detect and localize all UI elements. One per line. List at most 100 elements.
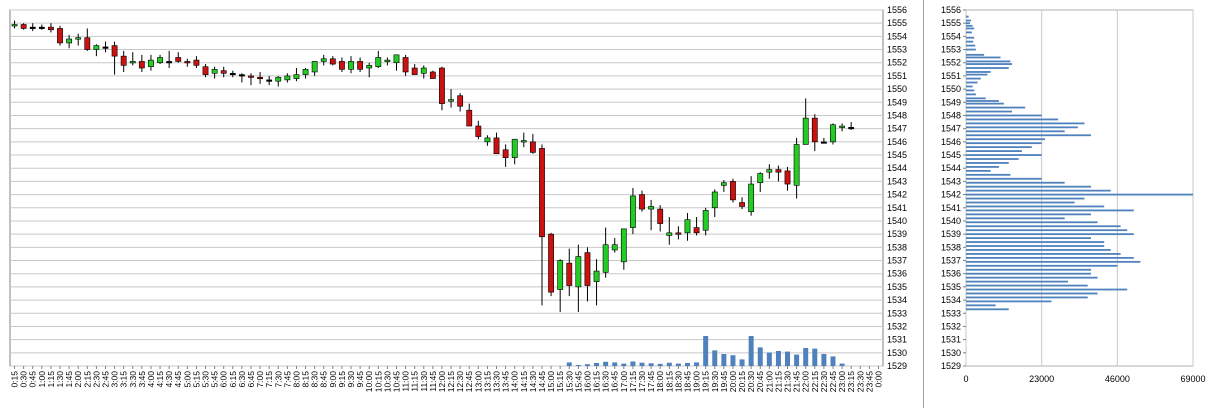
x-tick-label: 11:15 [410,371,420,392]
candlestick-chart: 1529 1530 1531 1532 1533 1534 1535 1536 1537 1538… [9,5,907,393]
candle-body [502,149,509,158]
volume-bar [603,361,609,366]
profile-y-tick-label: 1538 [941,242,961,252]
profile-y-tick-label: 1549 [941,97,961,107]
y-tick-label: 1553 [887,45,907,55]
x-tick-label: 20:30 [746,371,756,393]
profile-bar [966,40,974,43]
x-tick-label: 17:15 [628,371,638,393]
candle-body [229,72,236,76]
profile-bar [966,56,1001,59]
profile-bar [966,280,1068,283]
x-tick-label: 8:00 [291,371,301,388]
candle-body [439,67,445,104]
profile-bar [966,15,969,18]
profile-bar [966,308,1009,311]
profile-bar [966,189,1111,192]
candle-body [93,45,100,50]
candle-body [820,141,827,144]
candle-body [611,244,618,251]
y-tick-label: 1541 [887,203,907,213]
profile-bar [966,260,1141,263]
profile-bar [966,205,1105,208]
x-tick-label: 21:45 [792,371,802,393]
candle-body [38,26,45,29]
volume-bar [639,362,645,366]
volume-bar [612,362,618,366]
profile-bar [966,110,1013,113]
candle-body [720,182,727,186]
y-tick-label: 1543 [887,176,907,186]
profile-x-tick-label: 69000 [1180,374,1205,384]
candle-body [138,61,145,69]
x-tick-label: 7:00 [255,371,265,388]
candle-body [420,67,427,74]
profile-bar [966,31,972,34]
candle-body [511,138,518,158]
profile-y-tick-label: 1552 [941,58,961,68]
candle-body [111,45,118,57]
profile-bar [966,154,1042,156]
candle-body [284,75,291,81]
y-tick-label: 1550 [887,84,907,94]
y-tick-label: 1549 [887,97,907,107]
profile-bar [966,162,1009,164]
profile-y-tick-label: 1553 [941,45,961,55]
x-tick-label: 20:00 [728,371,738,393]
candle-body [730,181,736,201]
x-tick-label: 1:45 [64,371,74,388]
y-tick-label: 1529 [887,361,907,371]
profile-bar [966,77,981,80]
profile-bar [966,102,1004,105]
profile-bar [966,221,1098,224]
y-tick-label: 1544 [887,163,907,173]
volume-bar [794,354,800,366]
x-tick-label: 13:45 [501,371,511,393]
profile-y-tick-label: 1554 [941,31,961,41]
x-tick-label: 11:30 [419,371,429,392]
x-tick-label: 19:00 [692,371,702,393]
candle-body [84,37,91,50]
x-tick-label: 9:45 [355,371,365,388]
candle-body [211,69,218,74]
x-tick-label: 21:00 [764,371,774,393]
profile-bar [966,225,1121,228]
candle-body [575,256,582,288]
x-tick-label: 18:00 [655,371,665,393]
y-tick-label: 1539 [887,229,907,239]
x-tick-label: 12:45 [464,371,474,393]
profile-bar [966,237,1092,240]
x-tick-label: 18:30 [673,371,683,393]
profile-bar [966,67,1009,69]
profile-bar [966,181,1065,184]
volume-bar [675,363,681,366]
y-tick-label: 1537 [887,256,907,266]
profile-x-tick-label: 23000 [1029,374,1054,384]
x-tick-label: 12:15 [446,371,456,393]
x-tick-label: 15:15 [555,371,565,393]
candle-body [29,26,36,29]
candle-body [639,194,645,210]
volume-bar [666,362,672,366]
y-tick-label: 1532 [887,321,907,331]
profile-plot-area [965,9,1194,367]
candle-body [129,61,136,64]
candle-body [257,76,263,80]
profile-bar [966,217,1065,220]
profile-y-tick-label: 1535 [941,282,961,292]
x-tick-label: 0:00 [873,371,883,388]
profile-bar [966,169,991,172]
x-tick-label: 15:45 [573,371,583,393]
profile-y-tick-label: 1534 [941,295,961,305]
x-tick-label: 23:15 [846,371,856,393]
candle-body [648,206,655,210]
volume-bar [566,362,572,366]
candle-body [784,170,791,185]
candle-body [802,117,809,145]
x-tick-label: 18:15 [664,371,674,393]
x-tick-label: 18:45 [682,371,692,393]
candle-body [484,137,491,143]
y-tick-label: 1535 [887,282,907,292]
volume-bar [684,363,690,366]
